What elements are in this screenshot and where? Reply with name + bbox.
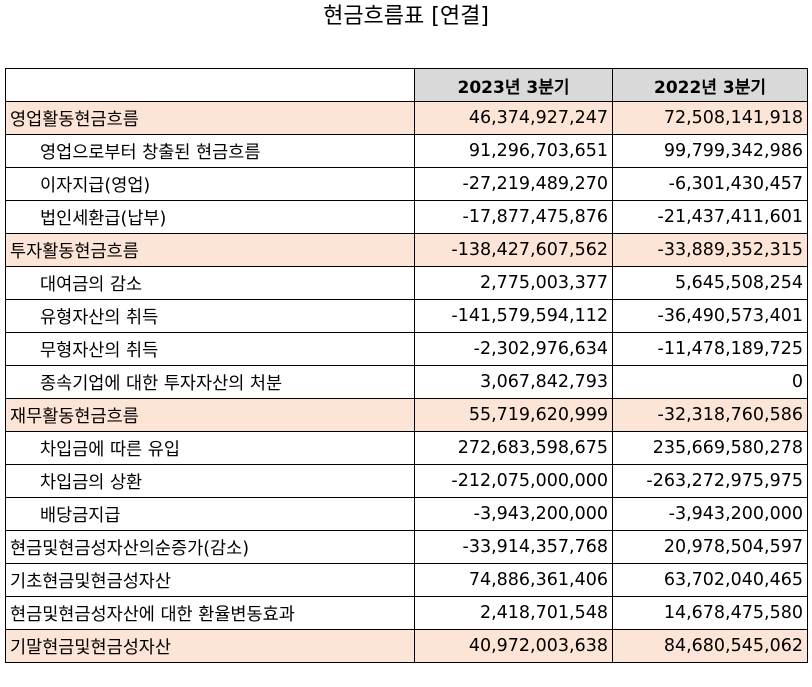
value-2023-q3: -3,943,200,000: [414, 497, 613, 531]
value-2023-q3: -33,914,357,768: [414, 530, 613, 564]
value-2022-q3: -263,272,975,975: [612, 464, 808, 498]
value-2023-q3: -138,427,607,562: [414, 233, 613, 267]
row-label: 무형자산의 취득: [5, 332, 415, 366]
value-2023-q3: -27,219,489,270: [414, 167, 613, 201]
table-row: 기초현금및현금성자산 74,886,361,406 63,702,040,465: [5, 563, 808, 597]
value-2023-q3: 74,886,361,406: [414, 563, 613, 597]
header-blank-cell: [5, 68, 415, 102]
table-row: 종속기업에 대한 투자자산의 처분 3,067,842,793 0: [5, 365, 808, 399]
row-label: 종속기업에 대한 투자자산의 처분: [5, 365, 415, 399]
table-body: 영업활동현금흐름 46,374,927,247 72,508,141,918 영업으로…: [5, 101, 808, 663]
row-label: 대여금의 감소: [5, 266, 415, 300]
value-2022-q3: 235,669,580,278: [612, 431, 808, 465]
table-row: 유형자산의 취득 -141,579,594,112 -36,490,573,401: [5, 299, 808, 333]
row-label: 차입금의 상환: [5, 464, 415, 498]
value-2022-q3: -3,943,200,000: [612, 497, 808, 531]
value-2023-q3: 46,374,927,247: [414, 101, 613, 135]
row-label: 법인세환급(납부): [5, 200, 415, 234]
row-label: 영업으로부터 창출된 현금흐름: [5, 134, 415, 168]
value-2023-q3: -17,877,475,876: [414, 200, 613, 234]
row-label: 이자지급(영업): [5, 167, 415, 201]
value-2022-q3: -32,318,760,586: [612, 398, 808, 432]
value-2022-q3: 5,645,508,254: [612, 266, 808, 300]
row-label: 배당금지급: [5, 497, 415, 531]
table-row: 대여금의 감소 2,775,003,377 5,645,508,254: [5, 266, 808, 300]
table-header-row: 2023년 3분기 2022년 3분기: [5, 68, 808, 102]
table-row: 차입금의 상환 -212,075,000,000 -263,272,975,975: [5, 464, 808, 498]
table-row: 법인세환급(납부) -17,877,475,876 -21,437,411,601: [5, 200, 808, 234]
header-2022-q3: 2022년 3분기: [612, 68, 808, 102]
row-label: 유형자산의 취득: [5, 299, 415, 333]
value-2022-q3: 14,678,475,580: [612, 596, 808, 630]
table-row: 현금및현금성자산에 대한 환율변동효과 2,418,701,548 14,678,4…: [5, 596, 808, 630]
value-2022-q3: 63,702,040,465: [612, 563, 808, 597]
table-row: 영업활동현금흐름 46,374,927,247 72,508,141,918: [5, 101, 808, 135]
table-row: 이자지급(영업) -27,219,489,270 -6,301,430,457: [5, 167, 808, 201]
value-2023-q3: 3,067,842,793: [414, 365, 613, 399]
value-2023-q3: 2,418,701,548: [414, 596, 613, 630]
value-2023-q3: -141,579,594,112: [414, 299, 613, 333]
table-row: 차입금에 따른 유입 272,683,598,675 235,669,580,278: [5, 431, 808, 465]
value-2022-q3: -11,478,189,725: [612, 332, 808, 366]
table-row: 영업으로부터 창출된 현금흐름 91,296,703,651 99,799,342,…: [5, 134, 808, 168]
value-2022-q3: 0: [612, 365, 808, 399]
value-2022-q3: -36,490,573,401: [612, 299, 808, 333]
row-label: 차입금에 따른 유입: [5, 431, 415, 465]
row-label: 기말현금및현금성자산: [5, 629, 415, 663]
value-2023-q3: 40,972,003,638: [414, 629, 613, 663]
value-2022-q3: 72,508,141,918: [612, 101, 808, 135]
row-label: 현금및현금성자산의순증가(감소): [5, 530, 415, 564]
row-label: 재무활동현금흐름: [5, 398, 415, 432]
header-2023-q3: 2023년 3분기: [414, 68, 613, 102]
value-2022-q3: 84,680,545,062: [612, 629, 808, 663]
value-2022-q3: 99,799,342,986: [612, 134, 808, 168]
table-row: 재무활동현금흐름 55,719,620,999 -32,318,760,586: [5, 398, 808, 432]
table-row: 투자활동현금흐름 -138,427,607,562 -33,889,352,315: [5, 233, 808, 267]
table-row: 현금및현금성자산의순증가(감소) -33,914,357,768 20,978,50…: [5, 530, 808, 564]
row-label: 기초현금및현금성자산: [5, 563, 415, 597]
value-2022-q3: -33,889,352,315: [612, 233, 808, 267]
value-2022-q3: 20,978,504,597: [612, 530, 808, 564]
row-label: 영업활동현금흐름: [5, 101, 415, 135]
value-2023-q3: 55,719,620,999: [414, 398, 613, 432]
value-2023-q3: 2,775,003,377: [414, 266, 613, 300]
value-2023-q3: -2,302,976,634: [414, 332, 613, 366]
row-label: 투자활동현금흐름: [5, 233, 415, 267]
table-row: 기말현금및현금성자산 40,972,003,638 84,680,545,062: [5, 629, 808, 663]
value-2023-q3: 91,296,703,651: [414, 134, 613, 168]
cash-flow-table: 2023년 3분기 2022년 3분기 영업활동현금흐름 46,374,927,2…: [5, 68, 808, 663]
value-2022-q3: -21,437,411,601: [612, 200, 808, 234]
table-row: 배당금지급 -3,943,200,000 -3,943,200,000: [5, 497, 808, 531]
row-label: 현금및현금성자산에 대한 환율변동효과: [5, 596, 415, 630]
value-2022-q3: -6,301,430,457: [612, 167, 808, 201]
page-title: 현금흐름표 [연결]: [323, 4, 489, 29]
value-2023-q3: 272,683,598,675: [414, 431, 613, 465]
table-row: 무형자산의 취득 -2,302,976,634 -11,478,189,725: [5, 332, 808, 366]
value-2023-q3: -212,075,000,000: [414, 464, 613, 498]
